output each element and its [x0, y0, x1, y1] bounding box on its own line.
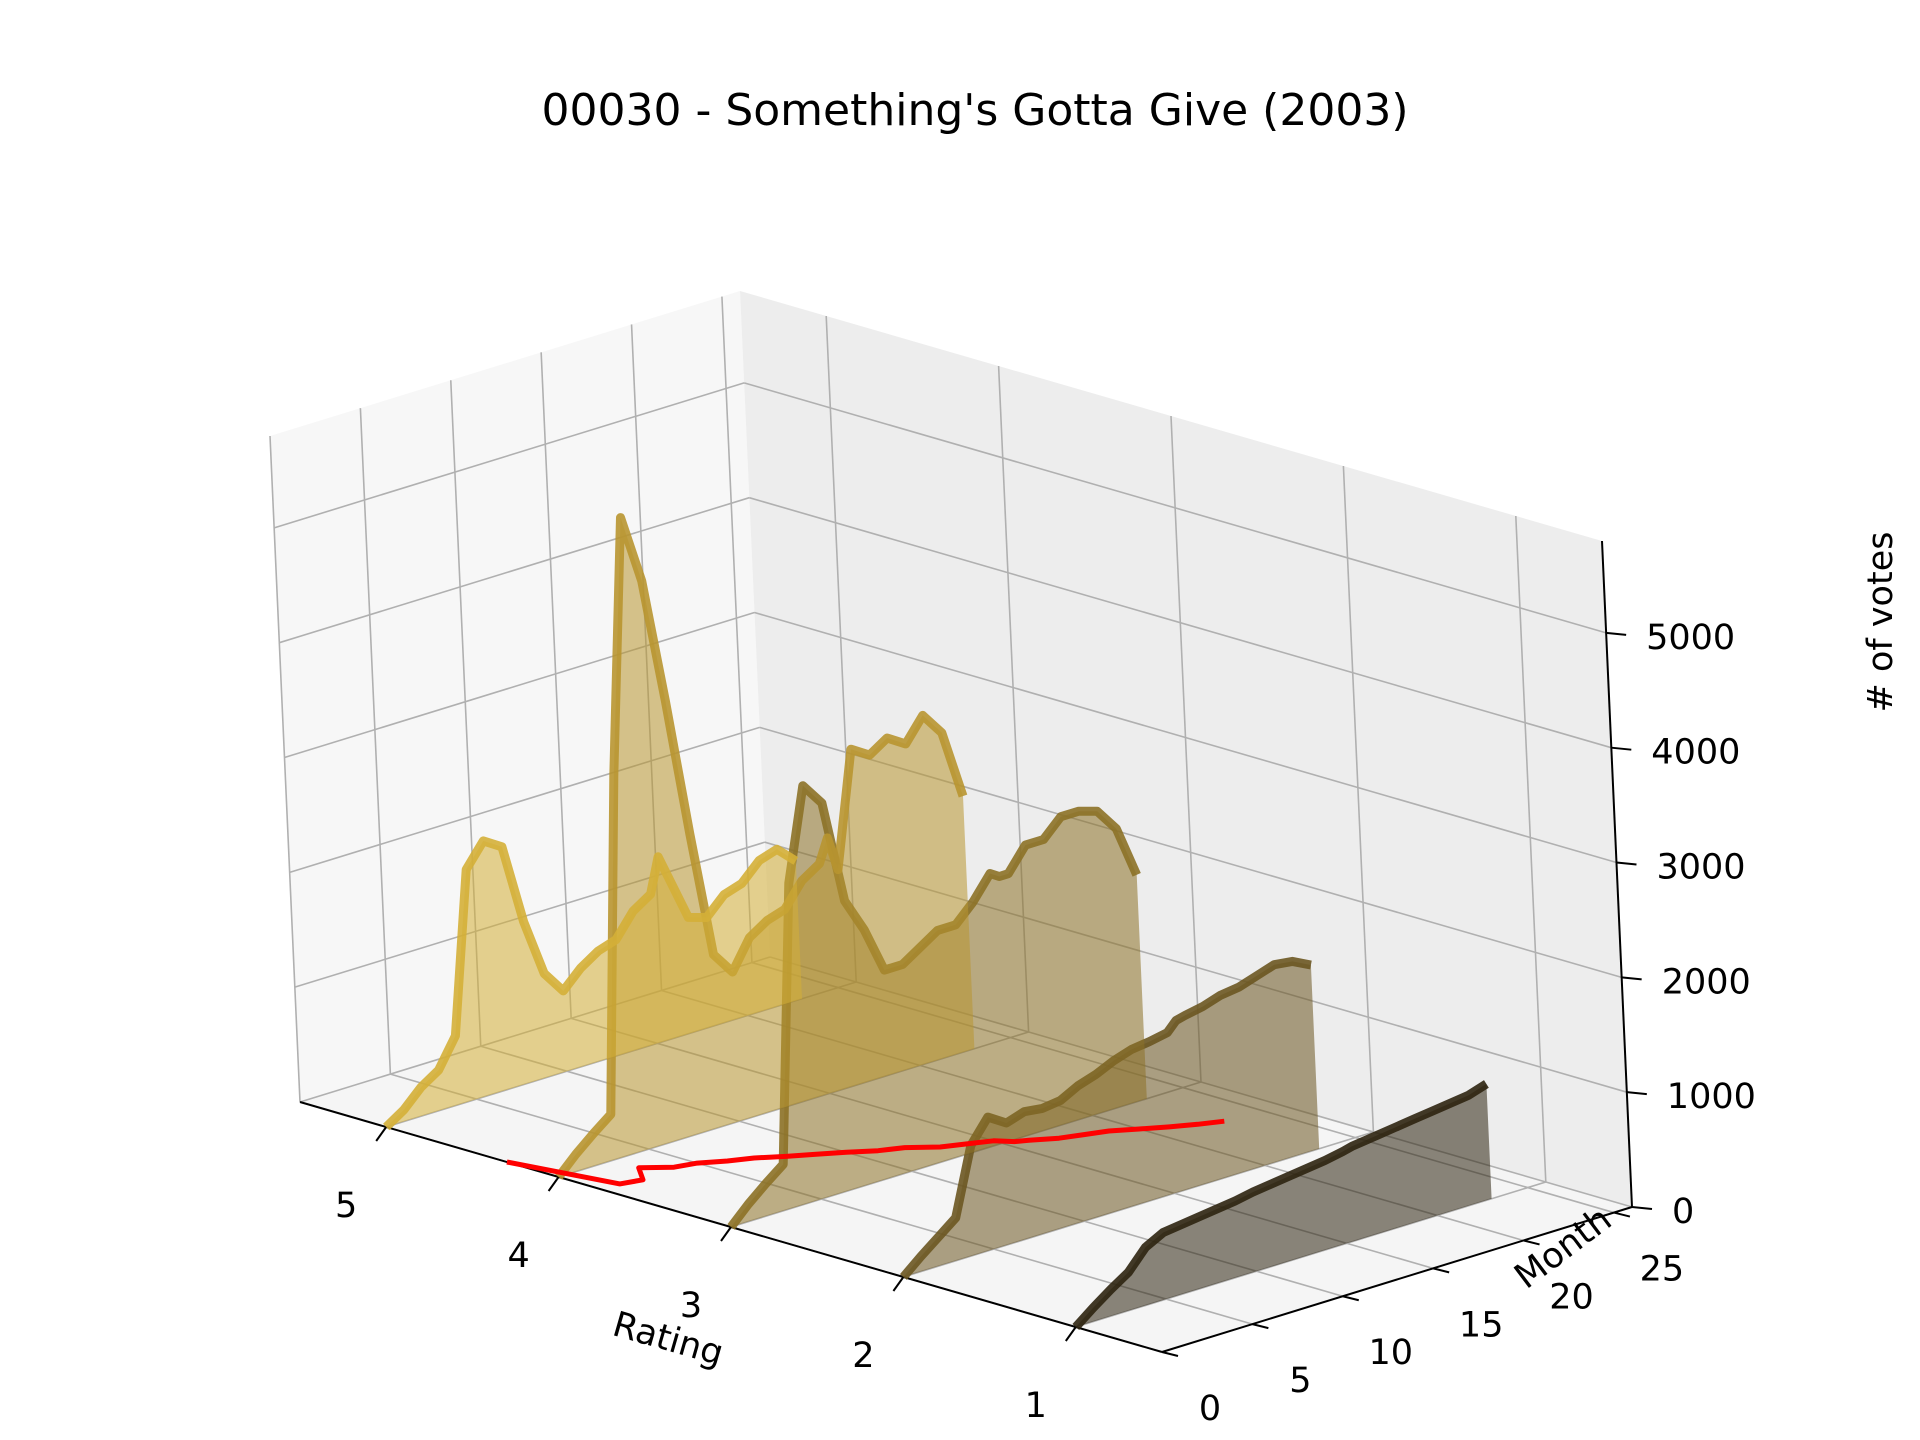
series-rating-5 — [383, 836, 802, 1131]
series-line-rating-5 — [383, 836, 799, 1131]
x-tick-mark — [720, 1226, 732, 1242]
z-tick-mark — [1616, 861, 1637, 866]
z-tick-mark — [1611, 746, 1632, 751]
x-tick-label: 1 — [1025, 1386, 1047, 1426]
y-tick-mark — [1523, 1239, 1540, 1246]
x-tick-label: 4 — [507, 1236, 529, 1276]
grid-left-votes — [284, 611, 755, 759]
series-area-rating-2 — [903, 961, 1320, 1277]
y-tick-mark — [1432, 1267, 1450, 1274]
z-tick-label: 5000 — [1646, 618, 1735, 658]
y-axis-line — [1161, 1206, 1633, 1353]
y-tick-mark — [1252, 1323, 1269, 1330]
grid-left-votes — [279, 496, 750, 644]
grid-floor-month — [390, 1073, 1253, 1325]
y-tick-label: 15 — [1459, 1305, 1504, 1345]
grid-back-rating — [1170, 415, 1202, 1083]
grid-back-rating — [1515, 515, 1547, 1183]
grid-left-month — [269, 435, 301, 1103]
x-tick-label: 2 — [852, 1336, 874, 1376]
grid-left-month — [540, 352, 572, 1019]
z-tick-mark — [1631, 1206, 1653, 1210]
grid-left-month — [359, 408, 392, 1075]
x-tick-mark — [375, 1126, 388, 1142]
x-axis-label: Rating — [608, 1305, 728, 1375]
z-tick-label: 2000 — [1662, 962, 1751, 1002]
x-tick-mark — [1064, 1326, 1077, 1342]
series-area-rating-5 — [386, 840, 802, 1127]
y-tick-label: 10 — [1369, 1333, 1414, 1373]
z-axis-label: # of votes — [1861, 532, 1901, 713]
grid-left-votes — [289, 726, 760, 874]
z-axis-line — [1601, 540, 1633, 1208]
z-tick-label: 4000 — [1651, 733, 1740, 773]
x-tick-label: 5 — [335, 1186, 357, 1226]
y-tick-mark — [1342, 1295, 1360, 1302]
z-tick-mark — [1626, 1091, 1647, 1096]
x-tick-mark — [892, 1276, 905, 1292]
z-tick-mark — [1606, 631, 1627, 636]
z-tick-label: 0 — [1672, 1192, 1694, 1232]
grid-back-rating — [1342, 465, 1375, 1133]
y-tick-label: 0 — [1199, 1389, 1221, 1429]
z-tick-mark — [1621, 976, 1642, 981]
y-tick-mark — [1613, 1211, 1631, 1218]
x-tick-label: 3 — [680, 1286, 702, 1326]
y-tick-mark — [1161, 1351, 1179, 1357]
series-layer — [383, 513, 1492, 1331]
y-tick-label: 5 — [1289, 1361, 1311, 1401]
z-tick-label: 3000 — [1657, 848, 1746, 888]
grid-left-votes — [273, 382, 745, 529]
y-tick-label: 25 — [1640, 1250, 1685, 1290]
series-rating-1 — [1072, 1080, 1492, 1331]
z-tick-label: 1000 — [1667, 1077, 1756, 1117]
chart-title: 00030 - Something's Gotta Give (2003) — [542, 85, 1409, 136]
grid-back-votes — [749, 496, 1612, 749]
grid-back-votes — [754, 611, 1617, 864]
grid-left-month — [721, 296, 753, 963]
series-area-rating-1 — [1075, 1083, 1492, 1327]
mean-rating-line — [506, 1118, 1225, 1187]
x-tick-mark — [547, 1176, 560, 1192]
y-tick-label: 20 — [1549, 1278, 1594, 1318]
grid-back-votes — [743, 382, 1607, 634]
series-line-rating-1 — [1072, 1080, 1489, 1331]
